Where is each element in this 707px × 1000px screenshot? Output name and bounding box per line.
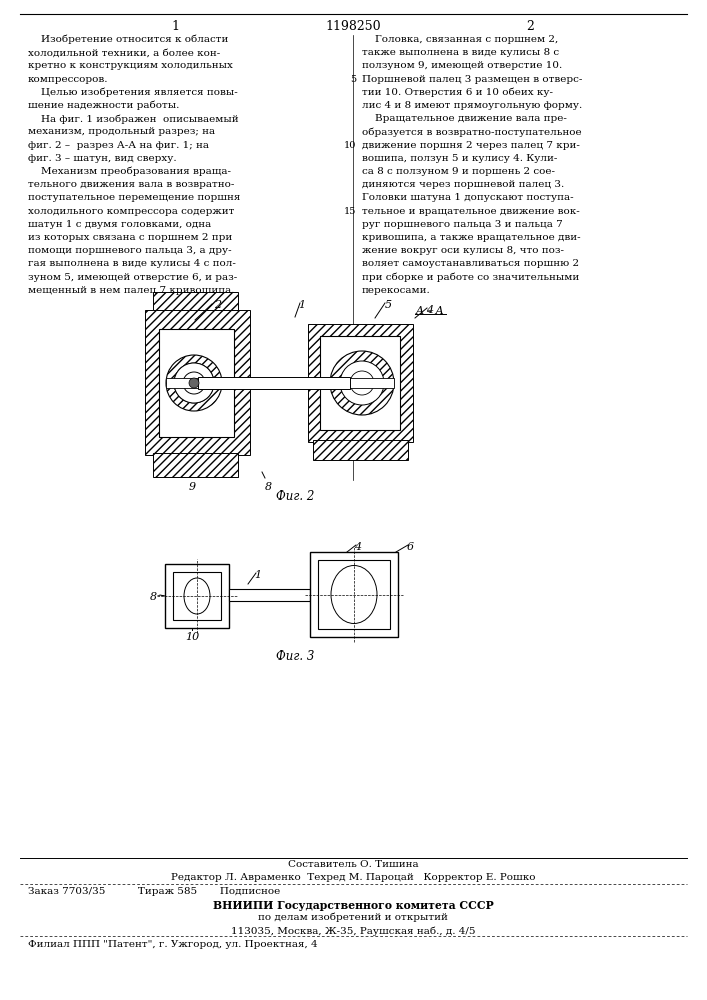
Circle shape [350,371,374,395]
Bar [198,377,350,389]
Text: Вращательное движение вала пре-: Вращательное движение вала пре- [362,114,567,123]
Text: 8: 8 [264,482,271,492]
Text: 2: 2 [214,300,221,310]
Circle shape [166,355,222,411]
Text: 9: 9 [189,482,196,492]
Ellipse shape [184,578,210,614]
Text: 4: 4 [426,305,433,315]
Text: тии 10. Отверстия 6 и 10 обеих ку-: тии 10. Отверстия 6 и 10 обеих ку- [362,88,553,97]
Bar [165,564,229,628]
Text: Заказ 7703/35          Тираж 585       Подписное: Заказ 7703/35 Тираж 585 Подписное [28,887,280,896]
Circle shape [183,372,205,394]
Bar [318,560,390,629]
Text: перекосами.: перекосами. [362,286,431,295]
Text: помощи поршневого пальца 3, а дру-: помощи поршневого пальца 3, а дру- [28,246,232,255]
Text: 10: 10 [185,632,199,642]
Text: Изобретение относится к области: Изобретение относится к области [28,35,228,44]
Text: Фиг. 3: Фиг. 3 [276,650,314,663]
Text: 1: 1 [298,300,305,310]
Text: фиг. 3 – шатун, вид сверху.: фиг. 3 – шатун, вид сверху. [28,154,177,163]
Bar [330,378,394,388]
Text: Головка, связанная с поршнем 2,: Головка, связанная с поршнем 2, [362,35,559,44]
Text: Механизм преобразования враща-: Механизм преобразования враща- [28,167,231,176]
Circle shape [174,363,214,403]
Text: 6: 6 [407,542,414,552]
Text: 2: 2 [526,20,534,33]
Text: кретно к конструкциям холодильных: кретно к конструкциям холодильных [28,61,233,70]
Bar [153,292,238,310]
Text: Фиг. 2: Фиг. 2 [276,490,314,503]
Text: воляет самоустанавливаться поршню 2: воляет самоустанавливаться поршню 2 [362,259,579,268]
Text: механизм, продольный разрез; на: механизм, продольный разрез; на [28,127,215,136]
Text: Составитель О. Тишина: Составитель О. Тишина [288,860,419,869]
Text: 8: 8 [150,592,157,602]
Text: 4: 4 [354,542,361,552]
Text: A – A: A – A [416,306,444,316]
Text: Поршневой палец 3 размещен в отверс-: Поршневой палец 3 размещен в отверс- [362,75,583,84]
Text: 113035, Москва, Ж-35, Раушская наб., д. 4/5: 113035, Москва, Ж-35, Раушская наб., д. … [230,926,475,936]
Text: 5: 5 [350,75,356,84]
Text: холодильной техники, а более кон-: холодильной техники, а более кон- [28,48,221,57]
Text: са 8 с ползуном 9 и поршень 2 сое-: са 8 с ползуном 9 и поршень 2 сое- [362,167,555,176]
Text: ВНИИПИ Государственного комитета СССР: ВНИИПИ Государственного комитета СССР [213,900,493,911]
Text: вошипа, ползун 5 и кулису 4. Кули-: вошипа, ползун 5 и кулису 4. Кули- [362,154,557,163]
Bar [313,440,408,460]
Text: 1198250: 1198250 [325,20,381,33]
Text: шение надежности работы.: шение надежности работы. [28,101,180,110]
Text: руг поршневого пальца 3 и пальца 7: руг поршневого пальца 3 и пальца 7 [362,220,563,229]
Bar [173,572,221,620]
Text: Редактор Л. Авраменко  Техред М. Пароцай   Корректор Е. Рошко: Редактор Л. Авраменко Техред М. Пароцай … [171,873,535,882]
Text: мещенный в нем палец 7 кривошипа.: мещенный в нем палец 7 кривошипа. [28,286,235,295]
Text: из которых связана с поршнем 2 при: из которых связана с поршнем 2 при [28,233,233,242]
Text: компрессоров.: компрессоров. [28,75,108,84]
Text: поступательное перемещение поршня: поступательное перемещение поршня [28,193,240,202]
Text: образуется в возвратно-поступательное: образуется в возвратно-поступательное [362,127,582,137]
Text: зуном 5, имеющей отверстие 6, и раз-: зуном 5, имеющей отверстие 6, и раз- [28,273,238,282]
Bar [145,310,250,455]
Bar [159,329,234,437]
Text: Головки шатуна 1 допускают поступа-: Головки шатуна 1 допускают поступа- [362,193,573,202]
Text: кривошипа, а также вращательное дви-: кривошипа, а также вращательное дви- [362,233,580,242]
Circle shape [174,363,214,403]
Text: движение поршня 2 через палец 7 кри-: движение поршня 2 через палец 7 кри- [362,141,580,150]
Bar [310,552,398,637]
Bar [166,378,222,388]
Text: тельное и вращательное движение вок-: тельное и вращательное движение вок- [362,207,580,216]
Text: по делам изобретений и открытий: по делам изобретений и открытий [258,913,448,922]
Bar [153,453,238,477]
Bar [320,336,400,430]
Circle shape [340,361,384,405]
Bar [308,324,413,442]
Text: Филиал ППП "Патент", г. Ужгород, ул. Проектная, 4: Филиал ППП "Патент", г. Ужгород, ул. Про… [28,940,317,949]
Bar [229,589,310,601]
Circle shape [189,378,199,388]
Text: 10: 10 [344,141,356,150]
Ellipse shape [331,566,377,624]
Text: 5: 5 [385,300,392,310]
Text: На фиг. 1 изображен  описываемый: На фиг. 1 изображен описываемый [28,114,239,124]
Text: диняются через поршневой палец 3.: диняются через поршневой палец 3. [362,180,564,189]
Text: шатун 1 с двумя головками, одна: шатун 1 с двумя головками, одна [28,220,211,229]
Text: при сборке и работе со значительными: при сборке и работе со значительными [362,273,579,282]
Text: 1: 1 [171,20,179,33]
Text: гая выполнена в виде кулисы 4 с пол-: гая выполнена в виде кулисы 4 с пол- [28,259,236,268]
Text: лис 4 и 8 имеют прямоугольную форму.: лис 4 и 8 имеют прямоугольную форму. [362,101,583,110]
Text: 1: 1 [255,570,262,580]
Text: холодильного компрессора содержит: холодильного компрессора содержит [28,207,235,216]
Text: жение вокруг оси кулисы 8, что поз-: жение вокруг оси кулисы 8, что поз- [362,246,564,255]
Text: также выполнена в виде кулисы 8 с: также выполнена в виде кулисы 8 с [362,48,559,57]
Text: фиг. 2 –  разрез А-А на фиг. 1; на: фиг. 2 – разрез А-А на фиг. 1; на [28,141,209,150]
Text: ползуном 9, имеющей отверстие 10.: ползуном 9, имеющей отверстие 10. [362,61,562,70]
Text: тельного движения вала в возвратно-: тельного движения вала в возвратно- [28,180,235,189]
Text: Целью изобретения является повы-: Целью изобретения является повы- [28,88,238,97]
Text: 15: 15 [344,207,356,216]
